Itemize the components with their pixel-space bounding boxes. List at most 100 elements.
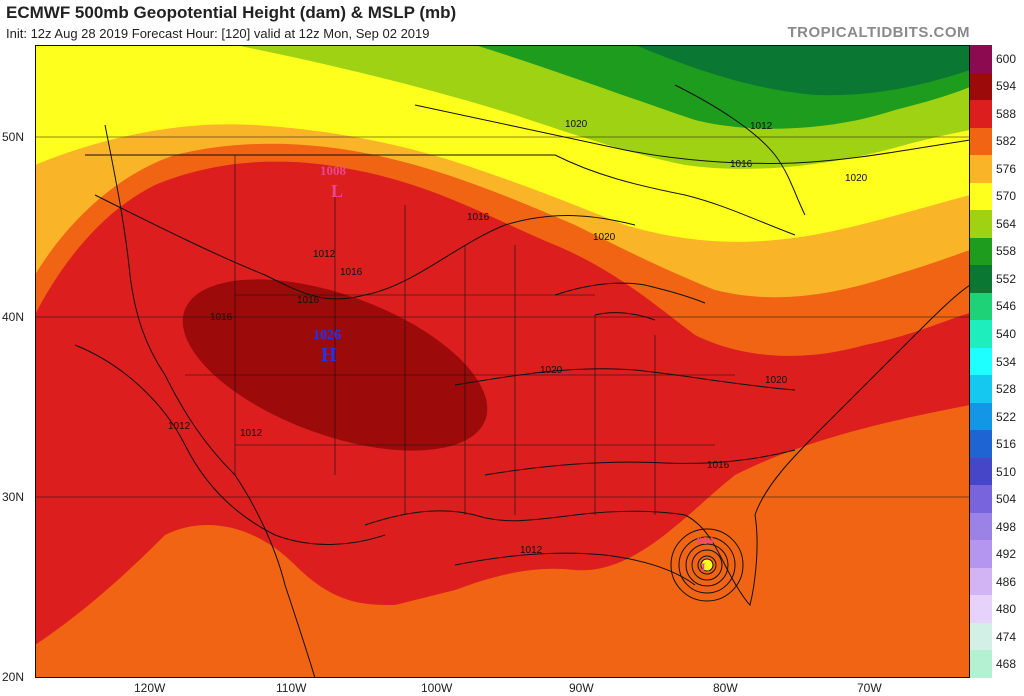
color-legend-label: 510: [996, 464, 1017, 479]
lat-label-40n: 40N: [2, 310, 25, 324]
color-legend-label: 594: [996, 79, 1017, 94]
isobar-1020-east: [454, 368, 796, 391]
color-legend-swatch: [970, 512, 992, 541]
hurricane-eye: [700, 558, 714, 572]
isobar-label: 1016: [210, 312, 233, 323]
hurricane-ring-5: [670, 528, 744, 602]
band-582-south: [35, 405, 970, 678]
isobar-1016-west: [94, 194, 636, 300]
low-center-value: 1008: [320, 163, 347, 178]
color-legend-swatch: [970, 182, 992, 211]
color-legend-swatch: [970, 320, 992, 349]
lon-label-80w: 80W: [713, 681, 738, 695]
color-legend-swatch: [970, 595, 992, 624]
hurricane-ring-3: [685, 543, 729, 587]
lon-label-70w: 70W: [857, 681, 882, 695]
color-legend-label: 516: [996, 437, 1017, 452]
hurricane-ring-2: [691, 549, 723, 581]
color-legend-label: 468: [996, 657, 1017, 672]
isobar-label: 1012: [240, 428, 263, 439]
color-legend-label: 528: [996, 382, 1017, 397]
isobar-label: 1020: [565, 119, 588, 130]
isobar-label: 1012: [313, 249, 336, 260]
color-legend-label: 546: [996, 299, 1017, 314]
lon-label-90w: 90W: [569, 681, 594, 695]
color-legend-label: 480: [996, 602, 1017, 617]
isobar-label: 1020: [593, 232, 616, 243]
color-legend-swatch: [970, 155, 992, 184]
color-legend-swatch: [970, 292, 992, 321]
color-legend-swatch: [970, 127, 992, 156]
color-legend-swatch: [970, 375, 992, 404]
color-legend-label: 498: [996, 519, 1017, 534]
color-legend-label: 534: [996, 354, 1017, 369]
hurricane-center-value: 984: [697, 535, 714, 547]
isobar-label: 1012: [750, 121, 773, 132]
color-legend-swatch: [970, 237, 992, 266]
color-legend-label: 588: [996, 106, 1017, 121]
color-legend-swatch: [970, 402, 992, 431]
isobar-label: 1012: [168, 421, 191, 432]
gulf-coastline: [364, 284, 970, 606]
color-legend-swatch: [970, 540, 992, 569]
canada-border: [85, 154, 796, 236]
color-legend-label: 576: [996, 161, 1017, 176]
color-legend-swatch: [970, 622, 992, 651]
color-legend-label: 486: [996, 574, 1017, 589]
isobar-1012-north: [674, 84, 806, 216]
color-legend-swatch: [970, 210, 992, 239]
isobar-label: 1016: [707, 460, 730, 471]
isobar-label: 1012: [520, 545, 543, 556]
color-legend-swatch: [970, 567, 992, 596]
color-legend-swatch: [970, 457, 992, 486]
color-legend-swatch: [970, 347, 992, 376]
great-lakes-outline: [554, 282, 706, 321]
isobar-1016-east: [484, 449, 796, 476]
hurricane-center-letter: L: [701, 560, 710, 575]
chart-title: ECMWF 500mb Geopotential Height (dam) & …: [6, 3, 457, 22]
pacific-coastline: [104, 124, 316, 678]
chart-subtitle: Init: 12z Aug 28 2019 Forecast Hour: [12…: [6, 26, 430, 41]
lon-label-120w: 120W: [134, 681, 166, 695]
color-legend-label: 570: [996, 189, 1017, 204]
color-legend-label: 522: [996, 409, 1017, 424]
lon-label-100w: 100W: [421, 681, 453, 695]
color-legend: [970, 45, 992, 679]
color-legend-label: 564: [996, 216, 1017, 231]
color-legend-label: 582: [996, 134, 1017, 149]
color-legend-swatch: [970, 72, 992, 101]
color-legend-swatch: [970, 45, 992, 74]
isobar-label: 1020: [540, 365, 563, 376]
brand-watermark: TROPICALTIDBITS.COM: [787, 24, 970, 41]
high-center-letter: H: [321, 344, 337, 366]
isobar-1012-gulf: [454, 552, 696, 586]
isobar-label: 1020: [765, 375, 788, 386]
color-legend-label: 558: [996, 244, 1017, 259]
color-legend-label: 540: [996, 326, 1017, 341]
color-legend-swatch: [970, 650, 992, 679]
isobar-label: 1020: [845, 173, 868, 184]
color-legend-label: 552: [996, 271, 1017, 286]
isobar-label: 1016: [730, 159, 753, 170]
lat-label-20n: 20N: [2, 670, 25, 684]
lat-label-30n: 30N: [2, 490, 25, 504]
color-legend-swatch: [970, 265, 992, 294]
color-legend-swatch: [970, 430, 992, 459]
forecast-map: 1020 1012 1016 1020 1016 1012 1016 1016 …: [35, 45, 970, 678]
low-center-letter: L: [331, 181, 343, 201]
hurricane-ring-1: [697, 555, 717, 575]
hurricane-ring-4: [678, 536, 736, 594]
color-legend-swatch: [970, 100, 992, 129]
isobar-1012-west: [74, 344, 386, 545]
color-legend-label: 504: [996, 492, 1017, 507]
isobar-label: 1016: [340, 267, 363, 278]
color-legend-label: 492: [996, 547, 1017, 562]
color-legend-label: 600: [996, 51, 1017, 66]
state-borders: [185, 155, 735, 515]
lat-label-50n: 50N: [2, 130, 25, 144]
lon-label-110w: 110W: [276, 681, 307, 695]
color-legend-label: 474: [996, 629, 1017, 644]
isobar-1020-north: [414, 104, 970, 164]
band-552: [635, 45, 970, 96]
high-center-value: 1026: [313, 328, 341, 343]
